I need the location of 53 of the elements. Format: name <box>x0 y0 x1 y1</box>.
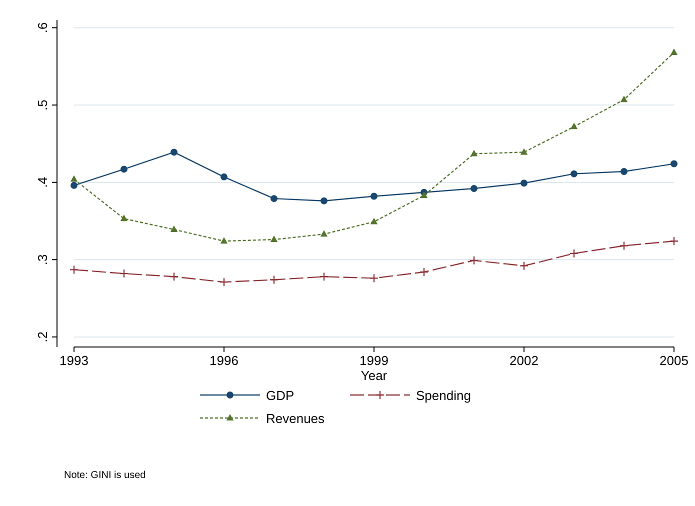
x-tick-label: 1993 <box>60 353 88 368</box>
point <box>570 170 578 178</box>
point <box>669 236 679 246</box>
point <box>170 225 178 232</box>
point <box>619 241 629 250</box>
point <box>519 261 529 270</box>
point <box>120 166 128 173</box>
point <box>219 277 229 287</box>
point <box>670 160 678 168</box>
point <box>269 275 279 284</box>
point <box>370 192 378 200</box>
point <box>170 148 178 156</box>
legend-label: Spending <box>416 388 471 403</box>
y-tick-label: .3 <box>35 254 50 266</box>
legend-label: Revenues <box>266 411 326 426</box>
point <box>520 180 528 187</box>
point <box>119 268 129 278</box>
point <box>220 237 228 244</box>
point <box>320 197 328 204</box>
point <box>569 248 579 258</box>
x-tick-label: 2005 <box>660 353 688 368</box>
point <box>70 182 78 189</box>
x-axis-title: Year <box>360 368 388 383</box>
x-tick-label: 2002 <box>510 353 538 368</box>
point <box>369 274 379 283</box>
point <box>270 236 278 242</box>
point <box>419 267 429 277</box>
point <box>620 168 628 176</box>
point <box>620 96 628 102</box>
point <box>370 218 378 224</box>
point <box>470 185 478 192</box>
y-tick-label: .2 <box>35 332 50 342</box>
point <box>270 195 278 202</box>
point <box>470 150 478 156</box>
point <box>319 272 329 282</box>
x-tick-label: 1996 <box>210 353 238 368</box>
point <box>69 265 79 274</box>
point <box>169 272 179 282</box>
text: Note: GINI is used <box>64 470 146 481</box>
legend-label: GDP <box>266 388 294 403</box>
point <box>420 191 428 198</box>
point <box>70 175 78 182</box>
point <box>469 256 479 266</box>
point <box>670 48 678 55</box>
point <box>520 148 528 155</box>
point <box>220 173 228 180</box>
x-tick-label: 1999 <box>360 353 388 368</box>
y-tick-label: .5 <box>35 100 50 110</box>
y-tick-label: .4 <box>35 176 50 188</box>
point <box>320 230 328 237</box>
y-tick-label: .6 <box>35 22 50 34</box>
point <box>120 214 128 222</box>
point <box>570 122 578 130</box>
